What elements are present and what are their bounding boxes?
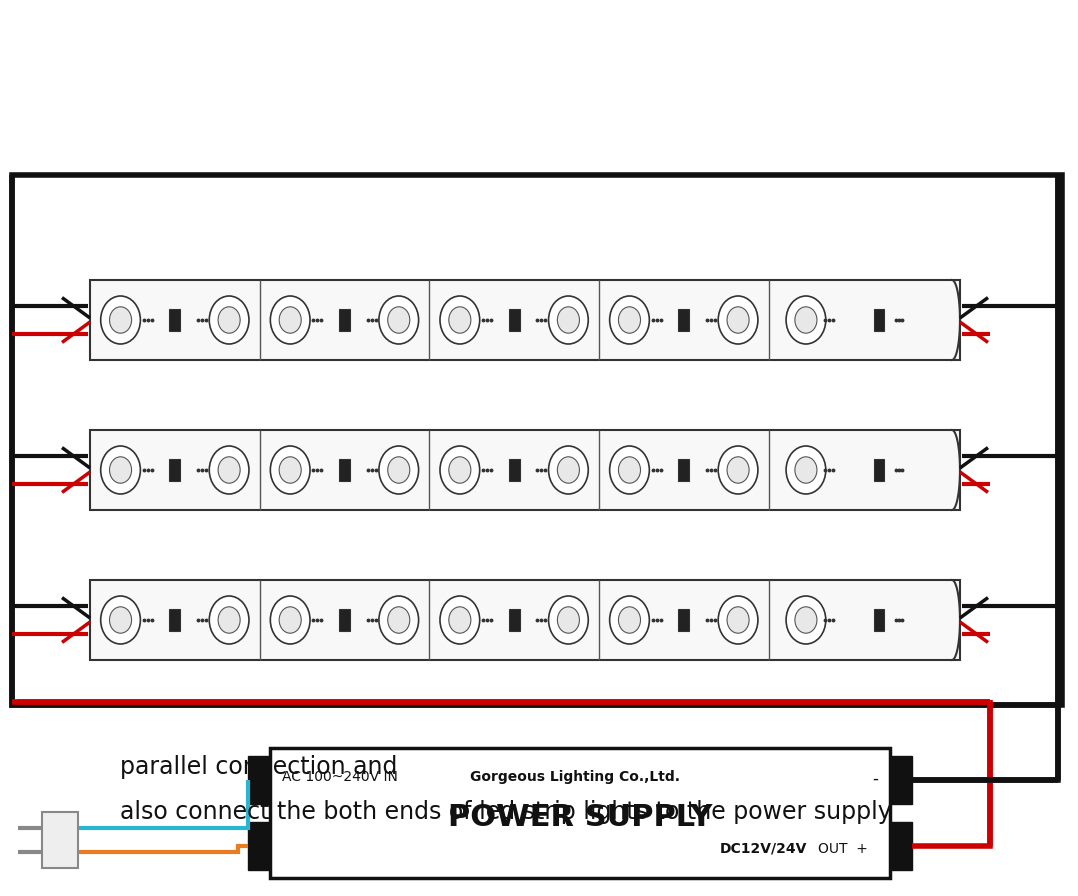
Ellipse shape <box>448 457 471 483</box>
Ellipse shape <box>549 296 589 344</box>
Ellipse shape <box>718 596 758 644</box>
Ellipse shape <box>727 607 749 633</box>
Bar <box>169 608 180 631</box>
Bar <box>338 309 350 332</box>
Ellipse shape <box>619 607 640 633</box>
Ellipse shape <box>388 306 410 333</box>
Bar <box>678 309 689 332</box>
Ellipse shape <box>557 457 580 483</box>
Bar <box>89 430 960 510</box>
Ellipse shape <box>271 296 310 344</box>
Ellipse shape <box>279 457 301 483</box>
Bar <box>42 812 78 868</box>
Ellipse shape <box>786 296 826 344</box>
Text: parallel connection and: parallel connection and <box>120 755 398 779</box>
Text: also connect the both ends of led strip lights to the power supply: also connect the both ends of led strip … <box>120 800 892 824</box>
Bar <box>12 175 1062 705</box>
Ellipse shape <box>619 306 640 333</box>
Text: POWER SUPPLY: POWER SUPPLY <box>447 804 713 832</box>
Bar <box>270 748 890 878</box>
Ellipse shape <box>209 446 249 494</box>
Ellipse shape <box>619 457 640 483</box>
Ellipse shape <box>218 607 240 633</box>
Ellipse shape <box>718 446 758 494</box>
Ellipse shape <box>110 607 132 633</box>
Bar <box>874 309 884 332</box>
Ellipse shape <box>100 596 140 644</box>
Ellipse shape <box>557 607 580 633</box>
Ellipse shape <box>440 446 480 494</box>
Text: -: - <box>872 770 877 788</box>
Bar <box>874 459 884 481</box>
Bar <box>509 459 520 481</box>
Bar <box>248 822 270 870</box>
Bar <box>169 459 180 481</box>
Ellipse shape <box>209 596 249 644</box>
Ellipse shape <box>610 296 649 344</box>
Text: DC12V/24V: DC12V/24V <box>720 842 807 856</box>
Bar <box>248 756 270 804</box>
Ellipse shape <box>110 457 132 483</box>
Bar <box>338 608 350 631</box>
Ellipse shape <box>378 296 418 344</box>
Bar <box>338 459 350 481</box>
Ellipse shape <box>388 607 410 633</box>
Ellipse shape <box>209 296 249 344</box>
Text: OUT  +: OUT + <box>818 842 868 856</box>
Ellipse shape <box>794 607 817 633</box>
Ellipse shape <box>388 457 410 483</box>
Ellipse shape <box>794 457 817 483</box>
Ellipse shape <box>786 596 826 644</box>
Ellipse shape <box>549 596 589 644</box>
Bar <box>678 608 689 631</box>
Bar <box>890 822 912 870</box>
Ellipse shape <box>718 296 758 344</box>
Ellipse shape <box>218 306 240 333</box>
Bar <box>89 580 960 660</box>
Bar <box>509 608 520 631</box>
Ellipse shape <box>378 446 418 494</box>
Ellipse shape <box>727 306 749 333</box>
Bar <box>890 756 912 804</box>
Ellipse shape <box>279 306 301 333</box>
Bar <box>89 280 960 360</box>
Ellipse shape <box>448 306 471 333</box>
Ellipse shape <box>271 446 310 494</box>
Bar <box>509 309 520 332</box>
Ellipse shape <box>218 457 240 483</box>
Ellipse shape <box>727 457 749 483</box>
Ellipse shape <box>786 446 826 494</box>
Bar <box>874 608 884 631</box>
Ellipse shape <box>549 446 589 494</box>
Bar <box>169 309 180 332</box>
Ellipse shape <box>610 446 649 494</box>
Ellipse shape <box>440 596 480 644</box>
Ellipse shape <box>378 596 418 644</box>
Ellipse shape <box>100 296 140 344</box>
Ellipse shape <box>271 596 310 644</box>
Ellipse shape <box>100 446 140 494</box>
Text: Gorgeous Lighting Co.,Ltd.: Gorgeous Lighting Co.,Ltd. <box>470 770 680 784</box>
Ellipse shape <box>440 296 480 344</box>
Ellipse shape <box>448 607 471 633</box>
Ellipse shape <box>557 306 580 333</box>
Ellipse shape <box>279 607 301 633</box>
Ellipse shape <box>794 306 817 333</box>
Bar <box>678 459 689 481</box>
Ellipse shape <box>610 596 649 644</box>
Text: AC 100~240V IN: AC 100~240V IN <box>282 770 398 784</box>
Ellipse shape <box>110 306 132 333</box>
